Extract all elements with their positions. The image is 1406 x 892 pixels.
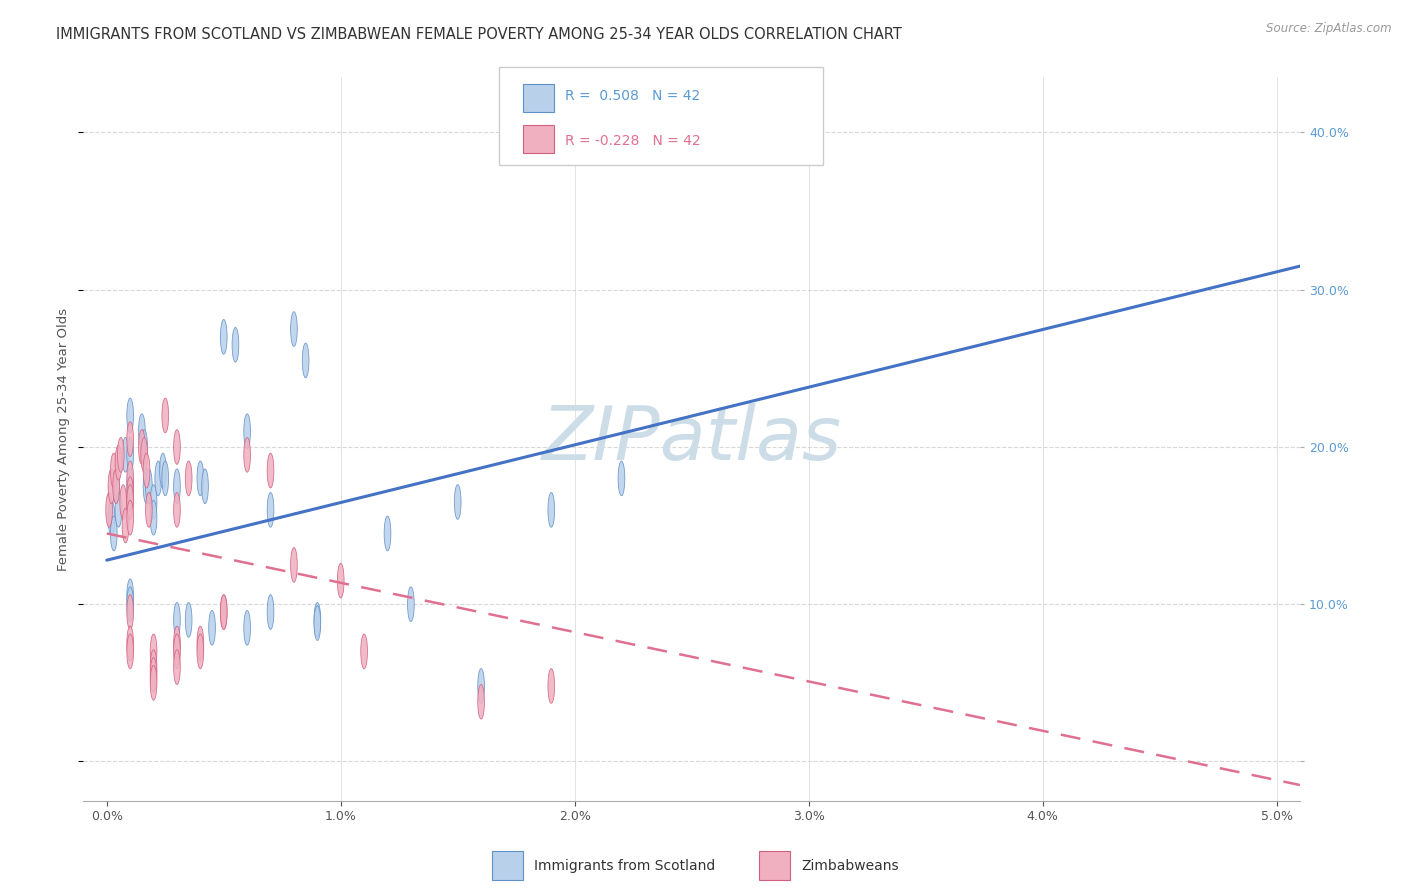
Ellipse shape	[120, 484, 127, 519]
Ellipse shape	[291, 548, 297, 582]
Ellipse shape	[127, 477, 134, 511]
Ellipse shape	[150, 665, 157, 700]
Text: Zimbabweans: Zimbabweans	[801, 859, 898, 873]
Ellipse shape	[408, 587, 415, 622]
Ellipse shape	[155, 461, 162, 496]
Ellipse shape	[384, 516, 391, 550]
Ellipse shape	[141, 430, 148, 465]
Ellipse shape	[127, 587, 134, 622]
Ellipse shape	[143, 453, 150, 488]
Ellipse shape	[186, 603, 193, 637]
Ellipse shape	[127, 595, 134, 630]
Ellipse shape	[548, 492, 554, 527]
Ellipse shape	[619, 461, 624, 496]
Ellipse shape	[314, 606, 321, 640]
Ellipse shape	[267, 453, 274, 488]
Ellipse shape	[314, 603, 321, 637]
Ellipse shape	[111, 453, 117, 488]
Ellipse shape	[361, 634, 367, 669]
Ellipse shape	[112, 469, 120, 504]
Ellipse shape	[115, 445, 122, 480]
Ellipse shape	[159, 453, 166, 488]
Ellipse shape	[122, 437, 129, 472]
Ellipse shape	[127, 437, 134, 472]
Text: Immigrants from Scotland: Immigrants from Scotland	[534, 859, 716, 873]
Text: IMMIGRANTS FROM SCOTLAND VS ZIMBABWEAN FEMALE POVERTY AMONG 25-34 YEAR OLDS CORR: IMMIGRANTS FROM SCOTLAND VS ZIMBABWEAN F…	[56, 27, 903, 42]
Ellipse shape	[150, 484, 157, 519]
Ellipse shape	[197, 626, 204, 661]
Ellipse shape	[150, 500, 157, 535]
Ellipse shape	[243, 414, 250, 449]
Ellipse shape	[127, 469, 134, 504]
Ellipse shape	[143, 469, 150, 504]
Ellipse shape	[150, 657, 157, 692]
Ellipse shape	[127, 461, 134, 496]
Ellipse shape	[173, 430, 180, 465]
Ellipse shape	[118, 437, 124, 472]
Ellipse shape	[173, 634, 180, 669]
Text: Source: ZipAtlas.com: Source: ZipAtlas.com	[1267, 22, 1392, 36]
Ellipse shape	[454, 484, 461, 519]
Ellipse shape	[141, 437, 148, 472]
Text: R = -0.228   N = 42: R = -0.228 N = 42	[565, 134, 702, 148]
Ellipse shape	[105, 492, 112, 527]
Ellipse shape	[291, 311, 297, 346]
Ellipse shape	[243, 610, 250, 645]
Ellipse shape	[108, 469, 115, 504]
Ellipse shape	[197, 634, 204, 669]
Ellipse shape	[139, 414, 145, 449]
Ellipse shape	[162, 398, 169, 433]
Ellipse shape	[232, 327, 239, 362]
Text: ZIPatlas: ZIPatlas	[541, 403, 842, 475]
Ellipse shape	[173, 492, 180, 527]
Ellipse shape	[173, 603, 180, 637]
Ellipse shape	[173, 626, 180, 661]
Ellipse shape	[186, 461, 193, 496]
Ellipse shape	[302, 343, 309, 378]
Ellipse shape	[122, 508, 129, 543]
Ellipse shape	[146, 492, 152, 527]
Ellipse shape	[146, 469, 152, 504]
Ellipse shape	[478, 684, 485, 719]
Ellipse shape	[173, 469, 180, 504]
Ellipse shape	[127, 484, 134, 519]
Ellipse shape	[162, 461, 169, 496]
Ellipse shape	[221, 595, 228, 630]
Ellipse shape	[150, 649, 157, 684]
Y-axis label: Female Poverty Among 25-34 Year Olds: Female Poverty Among 25-34 Year Olds	[58, 308, 70, 571]
Ellipse shape	[243, 437, 250, 472]
Ellipse shape	[127, 422, 134, 457]
Ellipse shape	[267, 595, 274, 630]
Ellipse shape	[127, 500, 134, 535]
Ellipse shape	[115, 492, 122, 527]
Text: R =  0.508   N = 42: R = 0.508 N = 42	[565, 89, 700, 103]
Ellipse shape	[267, 492, 274, 527]
Ellipse shape	[782, 131, 789, 166]
Ellipse shape	[173, 649, 180, 684]
Ellipse shape	[150, 634, 157, 669]
Ellipse shape	[548, 669, 554, 703]
Ellipse shape	[139, 430, 145, 465]
Ellipse shape	[221, 319, 228, 354]
Ellipse shape	[112, 469, 120, 504]
Ellipse shape	[108, 500, 115, 535]
Ellipse shape	[127, 634, 134, 669]
Ellipse shape	[337, 563, 344, 598]
Ellipse shape	[111, 516, 117, 550]
Ellipse shape	[127, 626, 134, 661]
Ellipse shape	[478, 669, 485, 703]
Ellipse shape	[197, 461, 204, 496]
Ellipse shape	[127, 579, 134, 614]
Ellipse shape	[201, 469, 208, 504]
Ellipse shape	[127, 398, 134, 433]
Ellipse shape	[208, 610, 215, 645]
Ellipse shape	[221, 595, 228, 630]
